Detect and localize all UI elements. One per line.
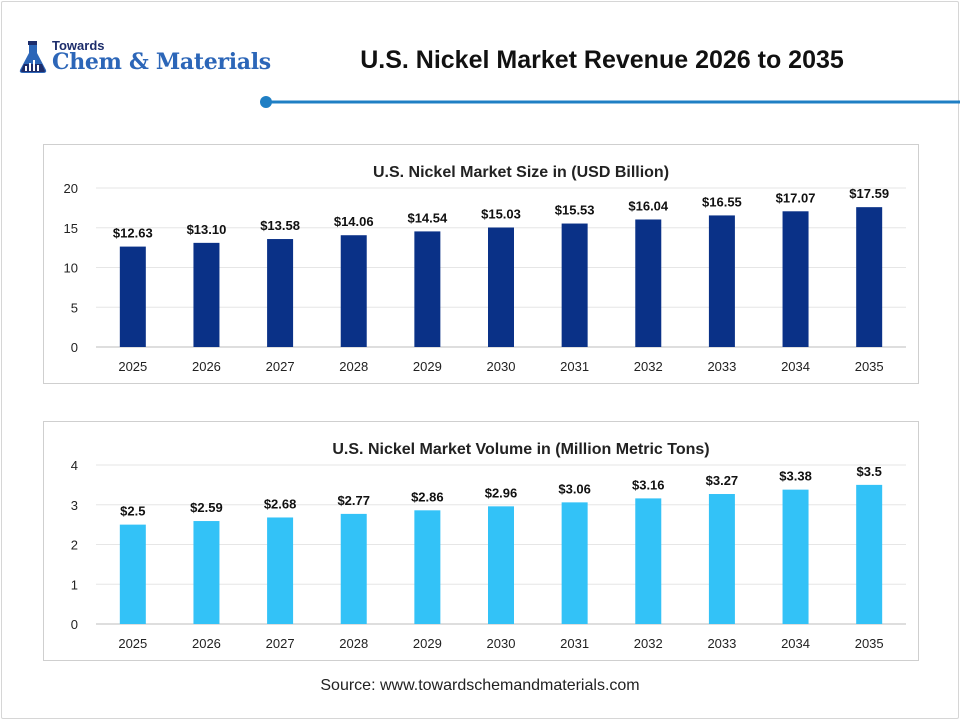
x-tick-label-2025: 2025: [118, 359, 147, 374]
y-tick-label: 4: [71, 458, 78, 473]
y-tick-label: 0: [71, 617, 78, 632]
chart-title: U.S. Nickel Market Volume in (Million Me…: [332, 441, 709, 458]
bar-2035: [856, 484, 883, 624]
bar-2033: [708, 494, 735, 624]
y-tick-label: 2: [71, 538, 78, 553]
y-tick-label: 1: [71, 577, 78, 592]
data-label-2035: $3.5: [857, 464, 882, 479]
data-label-2028: $2.77: [337, 493, 370, 508]
x-tick-label-2025: 2025: [118, 636, 147, 651]
y-tick-label: 20: [64, 181, 78, 196]
x-tick-label-2026: 2026: [192, 359, 221, 374]
x-tick-label-2034: 2034: [781, 359, 810, 374]
data-label-2027: $2.68: [264, 496, 297, 511]
y-tick-label: 0: [71, 340, 78, 355]
data-label-2027: $13.58: [260, 218, 300, 233]
data-label-2031: $15.53: [555, 203, 595, 218]
brand-top-text: Towards: [52, 38, 105, 53]
page-title: U.S. Nickel Market Revenue 2026 to 2035: [360, 46, 844, 74]
x-tick-label-2029: 2029: [413, 636, 442, 651]
data-label-2030: $15.03: [481, 207, 521, 222]
bar-2027: [267, 239, 294, 347]
x-tick-label-2029: 2029: [413, 359, 442, 374]
bar-2029: [414, 510, 441, 624]
data-label-2032: $16.04: [628, 198, 669, 213]
x-tick-label-2028: 2028: [339, 359, 368, 374]
data-label-2025: $12.63: [113, 226, 153, 241]
y-tick-label: 5: [71, 300, 78, 315]
x-tick-label-2035: 2035: [855, 359, 884, 374]
data-label-2029: $14.54: [407, 210, 448, 225]
y-tick-label: 3: [71, 498, 78, 513]
bar-2032: [635, 498, 662, 624]
source-note: Source: www.towardschemandmaterials.com: [320, 677, 640, 694]
x-tick-label-2032: 2032: [634, 359, 663, 374]
x-tick-label-2033: 2033: [707, 636, 736, 651]
data-label-2026: $2.59: [190, 500, 223, 515]
bar-2034: [782, 211, 809, 347]
y-tick-label: 15: [64, 221, 78, 236]
revenue-bar-chart: U.S. Nickel Market Size in (USD Billion)…: [64, 164, 906, 374]
brand-logo: Towards Chem & Materials: [16, 38, 271, 78]
bar-2030: [488, 227, 514, 347]
data-label-2026: $13.10: [187, 222, 227, 237]
data-label-2030: $2.96: [485, 485, 518, 500]
bar-2032: [635, 219, 662, 347]
title-rule: [260, 96, 960, 108]
x-tick-label-2032: 2032: [634, 636, 663, 651]
data-label-2034: $17.07: [776, 190, 816, 205]
x-tick-label-2027: 2027: [266, 359, 295, 374]
x-tick-label-2031: 2031: [560, 359, 589, 374]
x-tick-label-2026: 2026: [192, 636, 221, 651]
revenue-chart-panel: U.S. Nickel Market Size in (USD Billion)…: [43, 144, 919, 384]
bar-2031: [561, 223, 588, 347]
bar-2025: [119, 524, 146, 624]
bar-2026: [193, 521, 220, 624]
y-tick-label: 10: [64, 261, 78, 276]
bar-2030: [488, 506, 514, 624]
volume-chart-panel: U.S. Nickel Market Volume in (Million Me…: [43, 421, 919, 661]
x-tick-label-2033: 2033: [707, 359, 736, 374]
x-tick-label-2027: 2027: [266, 636, 295, 651]
chart-title: U.S. Nickel Market Size in (USD Billion): [373, 164, 669, 181]
x-tick-label-2035: 2035: [855, 636, 884, 651]
data-label-2033: $16.55: [702, 194, 742, 209]
x-tick-label-2028: 2028: [339, 636, 368, 651]
bar-2027: [267, 517, 294, 624]
bar-2025: [119, 246, 146, 347]
data-label-2031: $3.06: [558, 481, 591, 496]
x-tick-label-2034: 2034: [781, 636, 810, 651]
bar-2034: [782, 489, 809, 624]
data-label-2033: $3.27: [706, 473, 739, 488]
bar-2033: [708, 215, 735, 347]
data-label-2034: $3.38: [779, 469, 812, 484]
x-tick-label-2031: 2031: [560, 636, 589, 651]
x-tick-label-2030: 2030: [487, 636, 516, 651]
data-label-2029: $2.86: [411, 489, 444, 504]
brand-main-text: Chem & Materials: [52, 49, 271, 75]
data-label-2035: $17.59: [849, 186, 889, 201]
bar-2026: [193, 242, 220, 347]
bar-2028: [340, 513, 367, 624]
flask-icon: [19, 41, 47, 73]
bar-2029: [414, 231, 441, 347]
data-label-2028: $14.06: [334, 214, 374, 229]
data-label-2025: $2.5: [120, 504, 145, 519]
bar-2035: [856, 207, 883, 347]
x-tick-label-2030: 2030: [487, 359, 516, 374]
bar-2031: [561, 502, 588, 624]
volume-bar-chart: U.S. Nickel Market Volume in (Million Me…: [71, 441, 906, 651]
bar-2028: [340, 235, 367, 347]
data-label-2032: $3.16: [632, 477, 665, 492]
